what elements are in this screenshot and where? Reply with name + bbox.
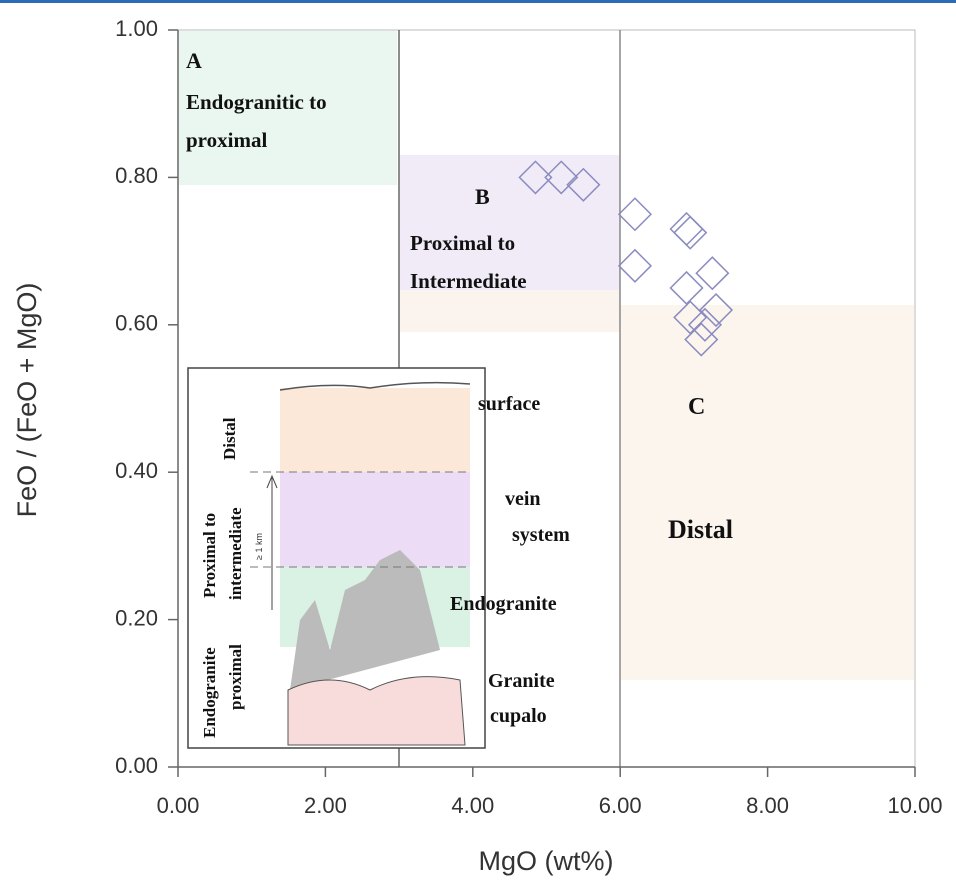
y-tick-label: 0.00 bbox=[115, 753, 158, 778]
inset-label: Distal bbox=[220, 417, 239, 460]
inset-label: Endogranite bbox=[200, 647, 219, 738]
x-axis-title: MgO (wt%) bbox=[479, 846, 614, 876]
inset-label: intermediate bbox=[226, 507, 245, 600]
inset-label: proximal bbox=[226, 644, 245, 710]
x-tick-label: 8.00 bbox=[746, 793, 789, 818]
region-letter: B bbox=[475, 184, 490, 209]
y-tick-label: 0.60 bbox=[115, 311, 158, 336]
body: {"chart_data": {"type": "scatter", "x_la… bbox=[0, 0, 956, 882]
page: body { margin: 0; background: #fff; font… bbox=[0, 0, 956, 882]
zone-vein bbox=[280, 472, 470, 567]
inset-label: Granite bbox=[488, 670, 555, 692]
zone-distal bbox=[280, 388, 470, 472]
data-point bbox=[671, 272, 703, 304]
region-label: Intermediate bbox=[410, 269, 527, 293]
x-tick-label: 2.00 bbox=[304, 793, 347, 818]
inset: surface vein system Endogranite Granite … bbox=[188, 368, 570, 748]
region-label: proximal bbox=[186, 128, 267, 152]
inset-label: Endogranite bbox=[450, 593, 557, 615]
y-tick-label: 1.00 bbox=[115, 16, 158, 41]
inset-label: vein bbox=[505, 488, 541, 510]
region-letter: C bbox=[688, 394, 705, 420]
granite-shape bbox=[288, 677, 465, 745]
inset-label: Proximal to bbox=[200, 513, 219, 598]
data-point bbox=[696, 257, 728, 289]
inset-label: system bbox=[512, 524, 570, 546]
y-tick-label: 0.80 bbox=[115, 163, 158, 188]
y-axis-title: FeO / (FeO + MgO) bbox=[12, 283, 42, 518]
region-label: Proximal to bbox=[410, 231, 515, 255]
inset-label: surface bbox=[478, 393, 540, 415]
chart: A Endogranitic to proximal B Proximal to… bbox=[0, 0, 956, 882]
y-tick-label: 0.40 bbox=[115, 458, 158, 483]
region-label: Endogranitic to bbox=[186, 90, 327, 114]
inset-label: cupalo bbox=[490, 705, 547, 727]
data-point bbox=[619, 198, 651, 230]
x-tick-label: 4.00 bbox=[451, 793, 494, 818]
region-letter: A bbox=[186, 48, 202, 73]
data-point bbox=[619, 250, 651, 282]
inset-label: ≥ 1 km bbox=[254, 533, 264, 560]
x-tick-label: 0.00 bbox=[157, 793, 200, 818]
region-b-lower bbox=[400, 290, 620, 332]
x-tick-label: 6.00 bbox=[599, 793, 642, 818]
x-tick-label: 10.00 bbox=[887, 793, 942, 818]
y-tick-label: 0.20 bbox=[115, 605, 158, 630]
region-c bbox=[621, 305, 914, 680]
region-label: Distal bbox=[668, 515, 733, 544]
